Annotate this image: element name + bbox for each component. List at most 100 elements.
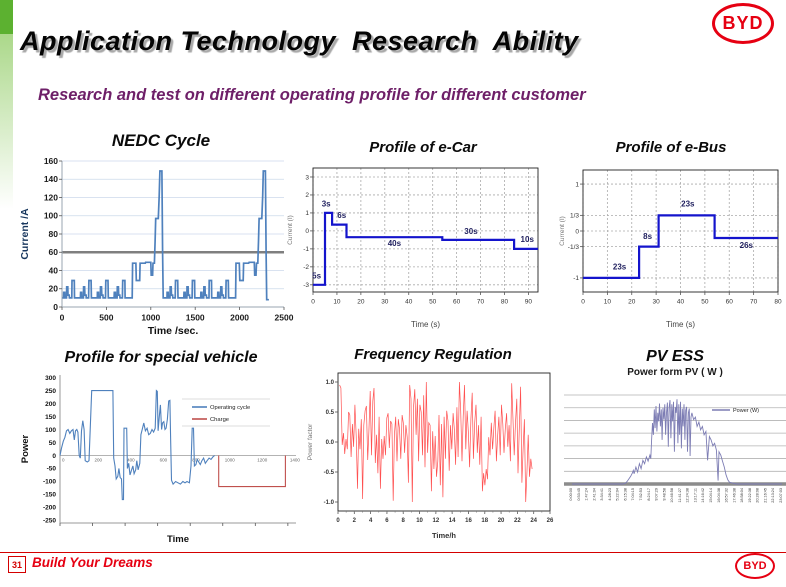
svg-text:600: 600 xyxy=(160,457,168,462)
svg-text:40: 40 xyxy=(677,299,685,306)
svg-text:6: 6 xyxy=(385,518,389,524)
svg-text:23s: 23s xyxy=(613,262,627,271)
green-accent-bar xyxy=(0,0,13,34)
svg-text:17:46:38: 17:46:38 xyxy=(732,488,736,503)
svg-text:10: 10 xyxy=(416,518,423,524)
svg-text:5:22:04: 5:22:04 xyxy=(616,488,620,501)
svg-text:21:16:45: 21:16:45 xyxy=(763,488,767,503)
svg-text:1/3: 1/3 xyxy=(570,213,579,220)
page-title: Application Technology Research Ability xyxy=(20,26,579,56)
svg-text:120: 120 xyxy=(44,192,58,202)
svg-text:300: 300 xyxy=(45,375,56,382)
special-vehicle-chart-canvas: 300 250 200 150 100 50 0 -50 -100 -150 -200 -250 0 20… xyxy=(20,375,300,545)
svg-text:0: 0 xyxy=(53,302,58,312)
svg-text:14: 14 xyxy=(449,518,456,524)
svg-text:3:34:41: 3:34:41 xyxy=(600,488,604,501)
svg-text:1500: 1500 xyxy=(186,313,205,323)
svg-text:20:28:08: 20:28:08 xyxy=(756,488,760,503)
svg-text:16:57:32: 16:57:32 xyxy=(725,488,729,503)
svg-text:26: 26 xyxy=(547,518,554,524)
svg-text:0: 0 xyxy=(311,299,315,306)
svg-text:4: 4 xyxy=(369,518,373,524)
svg-text:8: 8 xyxy=(402,518,406,524)
svg-text:9:07:29: 9:07:29 xyxy=(655,488,659,501)
svg-text:26s: 26s xyxy=(740,241,754,250)
svg-text:-50: -50 xyxy=(47,466,57,473)
green-accent-fade xyxy=(0,34,13,209)
byd-logo-text: BYD xyxy=(722,13,764,33)
svg-text:800: 800 xyxy=(192,457,200,462)
svg-text:100: 100 xyxy=(44,211,58,221)
svg-text:Power (W): Power (W) xyxy=(733,408,759,414)
chart-e-car: Profile of e-Car 3 2 1 0 -1 -2 -3 0 10 20 30 40 50 60… xyxy=(284,139,562,335)
svg-text:Power factor: Power factor xyxy=(307,423,314,460)
svg-text:-1: -1 xyxy=(303,246,309,253)
svg-text:50: 50 xyxy=(49,440,57,447)
svg-text:2: 2 xyxy=(353,518,357,524)
svg-text:20: 20 xyxy=(49,284,59,294)
svg-text:8s: 8s xyxy=(643,232,652,241)
svg-text:-1.0: -1.0 xyxy=(324,500,335,506)
svg-text:-250: -250 xyxy=(43,518,56,525)
svg-text:2:41:04: 2:41:04 xyxy=(592,488,596,501)
svg-text:0: 0 xyxy=(305,228,309,235)
svg-text:Time /sec.: Time /sec. xyxy=(148,325,199,337)
svg-text:18: 18 xyxy=(481,518,488,524)
frequency-chart-canvas: 1.00.50.0-0.5-1.00 2 4 6 8 10 12 14 16 18 20 22 24 26… xyxy=(307,372,554,540)
svg-text:40: 40 xyxy=(49,265,59,275)
svg-text:0: 0 xyxy=(62,457,65,462)
svg-text:2000: 2000 xyxy=(230,313,249,323)
svg-text:16: 16 xyxy=(465,518,472,524)
svg-text:-200: -200 xyxy=(43,505,56,512)
chart-title-frequency: Frequency Regulation xyxy=(354,346,512,363)
svg-text:Charge: Charge xyxy=(210,417,229,423)
svg-text:0: 0 xyxy=(575,228,579,235)
svg-text:5s: 5s xyxy=(312,272,321,281)
svg-text:23s: 23s xyxy=(681,200,695,209)
svg-text:60: 60 xyxy=(49,247,59,257)
svg-text:10: 10 xyxy=(333,299,341,306)
svg-text:0: 0 xyxy=(336,518,340,524)
svg-text:0:00:00: 0:00:00 xyxy=(569,488,573,501)
svg-text:200: 200 xyxy=(95,457,103,462)
svg-text:30: 30 xyxy=(653,299,661,306)
svg-text:30: 30 xyxy=(381,299,389,306)
svg-text:0.5: 0.5 xyxy=(326,410,335,416)
svg-text:3: 3 xyxy=(305,174,309,181)
svg-text:14:16:42: 14:16:42 xyxy=(701,488,705,503)
svg-text:-150: -150 xyxy=(43,492,56,499)
svg-text:90: 90 xyxy=(525,299,533,306)
svg-text:50: 50 xyxy=(429,299,437,306)
svg-text:16:04:38: 16:04:38 xyxy=(717,488,721,503)
svg-text:1000: 1000 xyxy=(141,313,160,323)
svg-text:22: 22 xyxy=(514,518,521,524)
svg-text:400: 400 xyxy=(127,457,135,462)
svg-text:60: 60 xyxy=(726,299,734,306)
svg-text:0.0: 0.0 xyxy=(326,440,335,446)
svg-text:Current (I): Current (I) xyxy=(559,216,566,246)
svg-text:6s: 6s xyxy=(337,211,346,220)
svg-text:7:04:15: 7:04:15 xyxy=(631,488,635,501)
svg-text:15:04:14: 15:04:14 xyxy=(709,488,713,503)
svg-text:2500: 2500 xyxy=(275,313,294,323)
svg-text:Current /A: Current /A xyxy=(20,208,31,260)
svg-text:12: 12 xyxy=(433,518,440,524)
svg-text:4:28:23: 4:28:23 xyxy=(608,488,612,501)
svg-text:1: 1 xyxy=(575,181,579,188)
svg-text:22:13:24: 22:13:24 xyxy=(771,488,775,503)
svg-text:100: 100 xyxy=(45,427,56,434)
svg-text:19:22:38: 19:22:38 xyxy=(748,488,752,503)
chart-subtitle-pv-ess: Power form PV ( W ) xyxy=(627,367,723,378)
svg-text:-100: -100 xyxy=(43,479,56,486)
svg-text:10:46:58: 10:46:58 xyxy=(670,488,674,503)
svg-text:24: 24 xyxy=(530,518,537,524)
svg-text:40s: 40s xyxy=(388,239,402,248)
svg-text:1:47:24: 1:47:24 xyxy=(585,488,589,501)
svg-text:80: 80 xyxy=(501,299,509,306)
svg-text:11:41:27: 11:41:27 xyxy=(678,488,682,503)
byd-logo: BYD xyxy=(712,3,774,44)
svg-text:150: 150 xyxy=(45,414,56,421)
svg-text:12:24:38: 12:24:38 xyxy=(686,488,690,503)
chart-special-vehicle: Profile for special vehicle 300 250 200 150… xyxy=(20,349,302,550)
